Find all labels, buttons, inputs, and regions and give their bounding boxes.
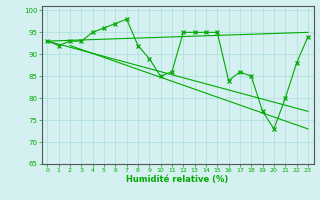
X-axis label: Humidité relative (%): Humidité relative (%) xyxy=(126,175,229,184)
